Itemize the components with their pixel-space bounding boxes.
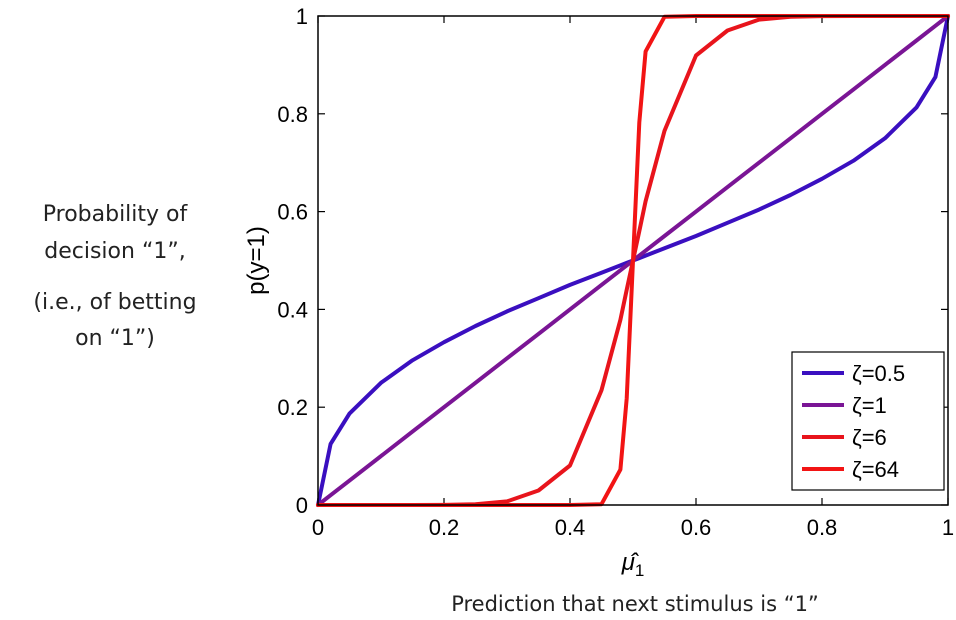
ticks-layer: 0 0.2 0.4 0.6 0.8 1 0 0.2 0.4 0.6 0.8 1 (277, 4, 954, 540)
left-annotation-line-1: Probability of (42, 202, 188, 227)
x-tick-label: 0.6 (681, 515, 712, 540)
left-annotation-line-3: (i.e., of betting (33, 290, 197, 315)
x-tick-label: 0.8 (807, 515, 838, 540)
legend-entry: ζ=0.5 (852, 361, 905, 386)
y-tick-label: 0.6 (277, 200, 308, 225)
left-annotation-line-4: on “1”) (75, 326, 155, 351)
y-tick-label: 0.8 (277, 102, 308, 127)
left-annotation-line-2: decision “1”, (44, 239, 186, 264)
x-tick-label: 0 (312, 515, 324, 540)
y-tick-label: 1 (296, 4, 308, 29)
x-tick-label: 0.4 (555, 515, 586, 540)
y-tick-label: 0.2 (277, 395, 308, 420)
legend: ζ=0.5 ζ=1 ζ=6 ζ=64 (791, 351, 945, 491)
y-tick-label: 0 (296, 493, 308, 518)
y-axis-label: p(y=1) (243, 226, 270, 295)
legend-entry: ζ=64 (852, 457, 899, 482)
y-tick-label: 0.4 (277, 297, 308, 322)
legend-entry: ζ=1 (852, 393, 887, 418)
axes-frame (317, 15, 949, 506)
x-tick-label: 0.2 (429, 515, 460, 540)
bottom-annotation: Prediction that next stimulus is “1” (451, 592, 819, 616)
x-axis-label: μ̂1 (621, 549, 645, 580)
legend-entry: ζ=6 (852, 425, 887, 450)
x-tick-label: 1 (942, 515, 954, 540)
